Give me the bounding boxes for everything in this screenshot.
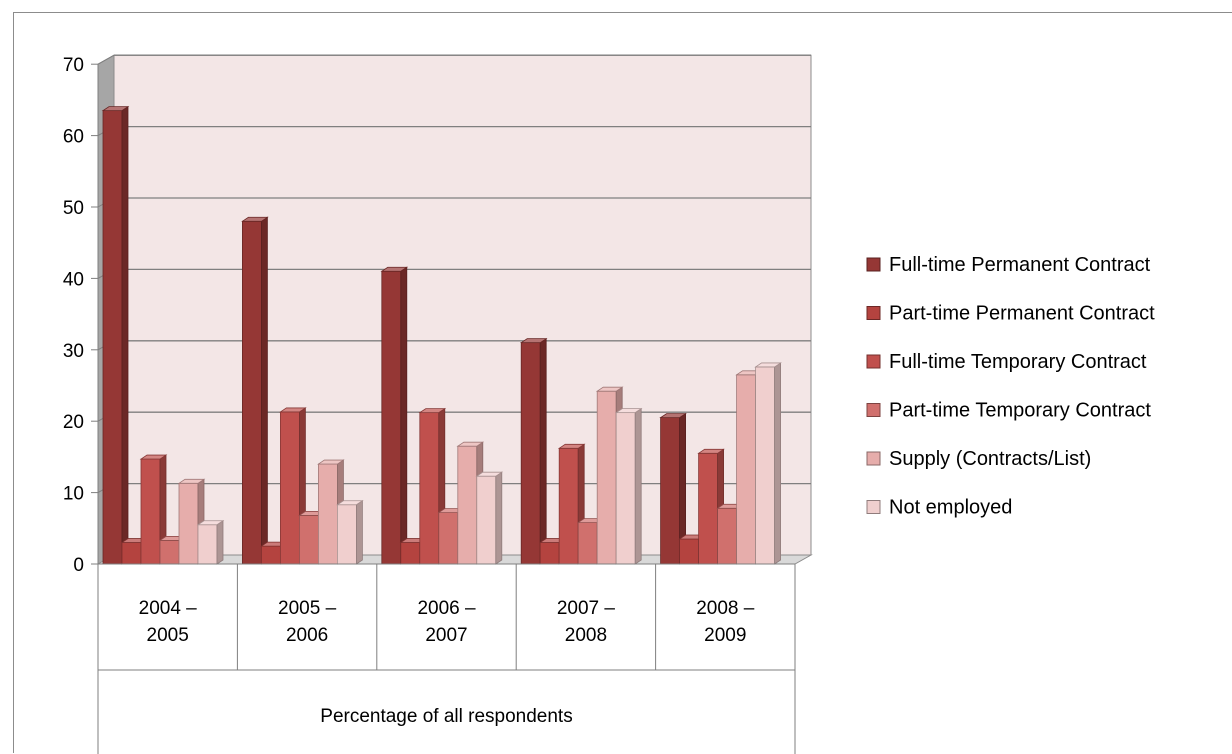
y-tick-label: 70 <box>63 55 84 76</box>
legend-swatch <box>866 403 881 417</box>
legend-label: Supply (Contracts/List) <box>889 448 1091 470</box>
bar-front <box>615 412 636 565</box>
bar-front <box>178 482 199 565</box>
y-tick-label: 0 <box>73 555 84 576</box>
bar-top <box>196 520 225 526</box>
y-tick-label: 20 <box>63 412 84 433</box>
bar-top <box>139 454 168 460</box>
bar-front <box>698 452 718 565</box>
bar-front <box>381 270 402 565</box>
bar-front <box>717 507 737 565</box>
bar-front <box>121 542 142 565</box>
bar-front <box>298 515 319 565</box>
bar-top <box>336 500 364 506</box>
bar-side <box>634 407 642 565</box>
bar-front <box>260 545 281 565</box>
bar-top <box>317 459 345 465</box>
chart-frame: 0 10 20 30 40 50 60 70 2004 –2005 2005 –2006 2006 … <box>13 12 1232 754</box>
bar-front <box>400 542 421 565</box>
bar-front <box>317 463 338 565</box>
bar-front <box>679 538 699 565</box>
bar-top <box>177 478 206 484</box>
bar-front <box>558 447 579 565</box>
legend-label: Full-time Permanent Contract <box>889 254 1151 276</box>
bar-side <box>355 499 363 565</box>
chart-svg: 0 10 20 30 40 50 60 70 2004 –2005 2005 –2006 2006 … <box>63 54 1155 754</box>
bar-front <box>520 342 541 565</box>
y-tick-label: 50 <box>63 198 84 219</box>
x-group-label: Percentage of all respondents <box>320 706 572 727</box>
legend-label: Part-time Temporary Contract <box>889 400 1151 422</box>
bar-front <box>476 475 497 565</box>
bar-front <box>577 522 598 565</box>
x-category-label: 2008 –2009 <box>696 598 755 646</box>
bar-top <box>754 362 782 368</box>
bar-front <box>596 390 617 565</box>
bar-side <box>539 337 547 565</box>
bar-top <box>475 471 504 477</box>
bar-top <box>659 413 687 419</box>
bar-top <box>279 407 307 413</box>
bar-front <box>736 374 756 565</box>
y-tick-label: 60 <box>63 127 84 148</box>
bar-front <box>241 220 262 565</box>
bar-front <box>279 411 300 565</box>
bar-side <box>121 105 129 565</box>
bar-side <box>774 362 781 565</box>
bar-top <box>697 448 725 454</box>
bar-front <box>755 366 775 565</box>
bar-front <box>539 542 560 565</box>
x-category-label: 2004 –2005 <box>139 598 198 646</box>
legend-swatch <box>866 451 881 466</box>
bar-front <box>102 110 123 565</box>
bar-front <box>140 458 161 565</box>
bar-top <box>418 408 447 414</box>
bar-side <box>495 471 503 565</box>
bar-top <box>614 408 643 414</box>
bar-front <box>159 540 180 565</box>
y-tick-label: 10 <box>63 484 84 505</box>
legend-swatch <box>866 306 881 320</box>
x-category-label: 2007 –2008 <box>557 598 616 646</box>
legend-swatch <box>866 500 881 514</box>
bar-top <box>595 386 624 392</box>
bar-front <box>336 504 357 565</box>
legend-label: Not employed <box>889 497 1012 519</box>
y-tick-label: 30 <box>63 341 84 362</box>
bar-front <box>438 512 459 565</box>
bar-front <box>419 412 440 565</box>
bar-top <box>557 443 586 449</box>
bar-top <box>380 266 409 272</box>
bar-top <box>101 106 130 112</box>
x-category-label: 2005 –2006 <box>278 598 337 646</box>
gridline-side <box>97 54 115 65</box>
legend-swatch <box>866 257 881 272</box>
legend-label: Part-time Permanent Contract <box>889 303 1155 325</box>
bar-front <box>197 524 218 565</box>
bar-top <box>241 216 269 222</box>
bar-top <box>456 441 485 447</box>
bar-side <box>216 519 224 565</box>
bar-side <box>400 266 408 565</box>
legend-swatch <box>866 354 881 369</box>
bar-top <box>519 338 548 344</box>
bar-side <box>260 216 268 565</box>
legend-label: Full-time Temporary Contract <box>889 351 1147 373</box>
y-tick-label: 40 <box>63 269 84 290</box>
bar-front <box>660 417 680 565</box>
x-category-label: 2006 –2007 <box>417 598 476 646</box>
bar-front <box>457 445 478 565</box>
